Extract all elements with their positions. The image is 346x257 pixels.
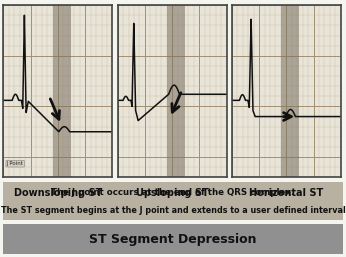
Text: ST Segment Depression: ST Segment Depression	[89, 233, 257, 245]
Text: The J point occurs at the end of the QRS complex.: The J point occurs at the end of the QRS…	[51, 188, 295, 197]
Bar	[281, 5, 299, 177]
Text: Downsloping ST: Downsloping ST	[14, 188, 102, 198]
Text: Horizontal ST: Horizontal ST	[249, 188, 324, 198]
Text: The ST segment begins at the J point and extends to a user defined interval: The ST segment begins at the J point and…	[1, 206, 345, 215]
Bar	[167, 5, 185, 177]
Text: J Point: J Point	[7, 161, 24, 166]
Text: Upsloping ST: Upsloping ST	[136, 188, 209, 198]
Bar	[53, 5, 71, 177]
